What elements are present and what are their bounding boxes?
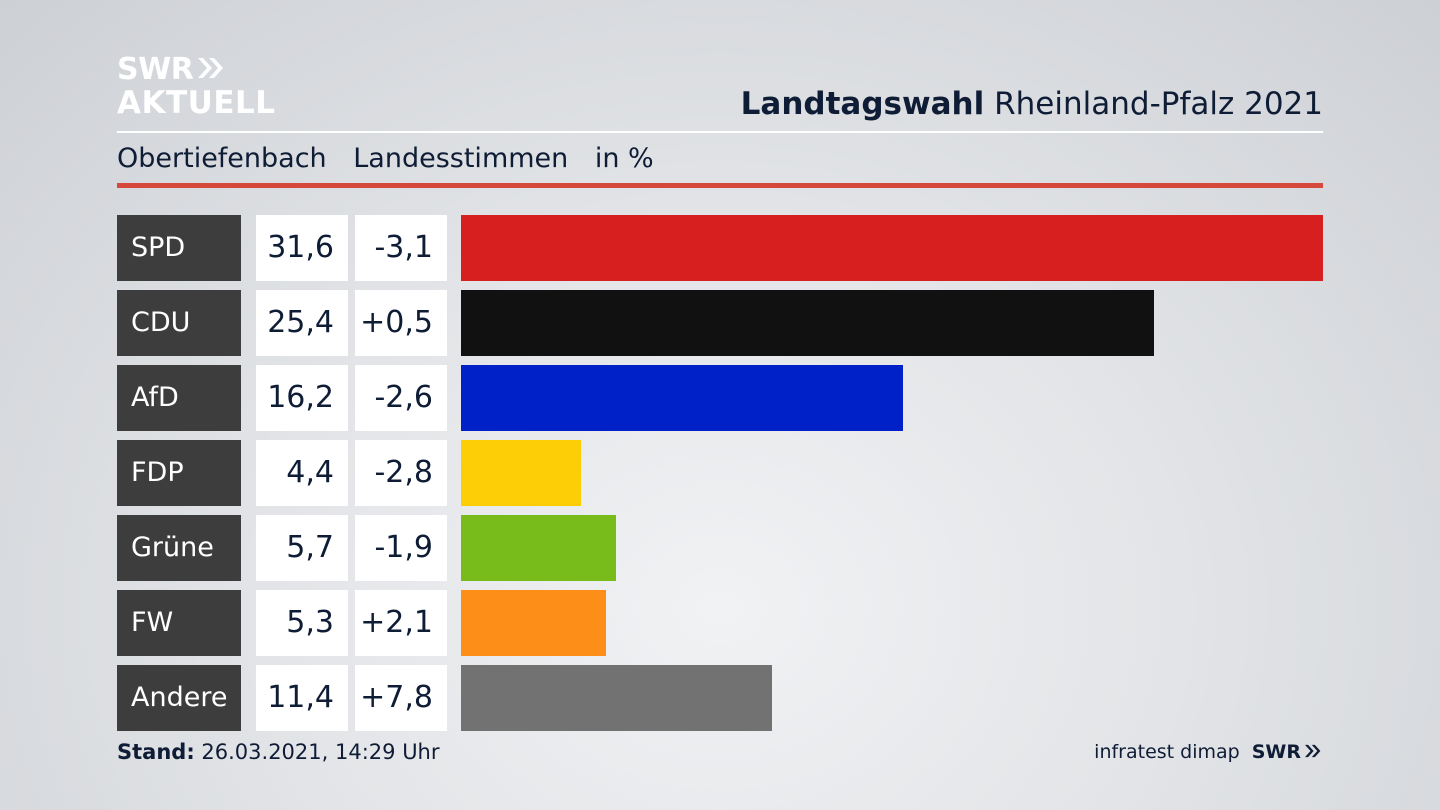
change-label: -1,9 [355, 515, 447, 581]
bar [461, 365, 903, 431]
logo-swr-text: SWR [117, 52, 194, 87]
timestamp: Stand: 26.03.2021, 14:29 Uhr [117, 740, 440, 764]
party-label: AfD [117, 365, 241, 431]
change-label: +0,5 [355, 290, 447, 356]
chart-subtitle: Obertiefenbach Landesstimmen in % [117, 143, 672, 174]
header-divider [117, 131, 1323, 133]
party-label: SPD [117, 215, 241, 281]
stand-label: Stand: [117, 740, 195, 764]
chart-row: SPD 31,6 -3,1 [117, 215, 1323, 281]
vote-share-label: 11,4 [256, 665, 348, 731]
chart-row: Grüne 5,7 -1,9 [117, 515, 1323, 581]
vote-share-label: 16,2 [256, 365, 348, 431]
bar [461, 290, 1154, 356]
page-title: Landtagswahl Rheinland-Pfalz 2021 [741, 86, 1323, 122]
logo-aktuell-text: AKTUELL [117, 85, 276, 121]
chart-row: Andere 11,4 +7,8 [117, 665, 1323, 731]
subtitle-measure: Landesstimmen [353, 143, 569, 174]
source-credit: infratest dimap SWR [1094, 741, 1323, 763]
vote-share-label: 5,7 [256, 515, 348, 581]
vote-share-label: 5,3 [256, 590, 348, 656]
double-chevron-icon [198, 58, 224, 78]
bar [461, 215, 1323, 281]
vote-share-label: 25,4 [256, 290, 348, 356]
party-label: FDP [117, 440, 241, 506]
bar [461, 515, 616, 581]
change-label: -2,8 [355, 440, 447, 506]
party-label: CDU [117, 290, 241, 356]
change-label: -2,6 [355, 365, 447, 431]
party-label: Andere [117, 665, 241, 731]
chart-row: CDU 25,4 +0,5 [117, 290, 1323, 356]
bar [461, 440, 581, 506]
change-label: +7,8 [355, 665, 447, 731]
change-label: +2,1 [355, 590, 447, 656]
party-label: Grüne [117, 515, 241, 581]
bar [461, 590, 606, 656]
change-label: -3,1 [355, 215, 447, 281]
subtitle-place: Obertiefenbach [117, 143, 327, 174]
chart-row: AfD 16,2 -2,6 [117, 365, 1323, 431]
chart-row: FDP 4,4 -2,8 [117, 440, 1323, 506]
chart-row: FW 5,3 +2,1 [117, 590, 1323, 656]
subtitle-unit: in % [594, 143, 654, 174]
accent-divider [117, 183, 1323, 188]
source-name: infratest dimap [1094, 741, 1240, 763]
bar [461, 665, 772, 731]
double-chevron-icon [1305, 744, 1321, 758]
vote-share-label: 31,6 [256, 215, 348, 281]
vote-share-label: 4,4 [256, 440, 348, 506]
title-bold: Landtagswahl [740, 86, 985, 122]
party-label: FW [117, 590, 241, 656]
stand-value: 26.03.2021, 14:29 Uhr [201, 740, 440, 764]
swr-footer-logo: SWR [1252, 741, 1323, 763]
swr-aktuell-logo: SWR AKTUELL [117, 55, 276, 119]
title-rest: Rheinland-Pfalz 2021 [994, 86, 1323, 122]
swr-footer-text: SWR [1251, 741, 1301, 763]
